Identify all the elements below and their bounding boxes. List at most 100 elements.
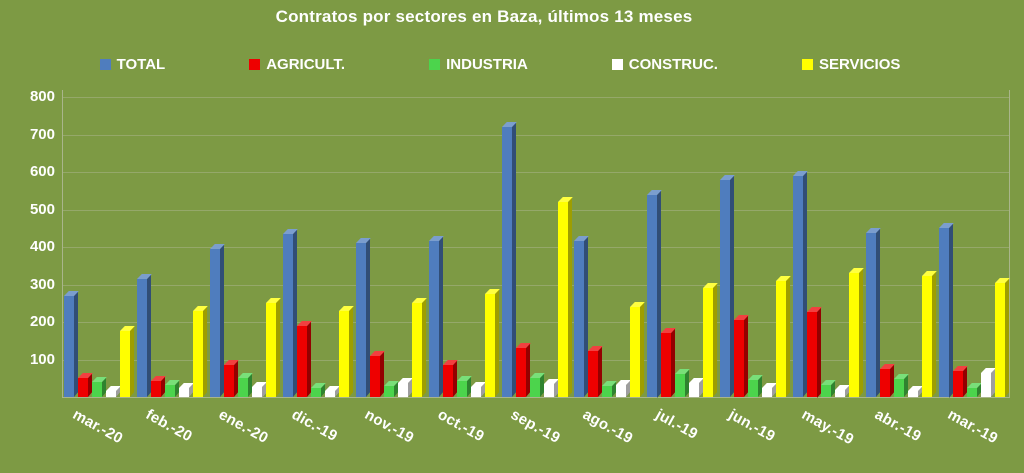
- bar-front-face: [849, 273, 860, 397]
- bar-front-face: [602, 385, 613, 397]
- bar-front-face: [515, 348, 526, 397]
- bar-front-face: [501, 127, 512, 397]
- bar-front-face: [880, 368, 891, 397]
- legend-swatch-icon: [611, 59, 623, 70]
- bar-front-face: [543, 383, 554, 397]
- bar-side-face: [130, 326, 134, 397]
- bar-front-face: [78, 378, 88, 397]
- bar-servicios: [265, 298, 281, 397]
- bar-front-face: [265, 303, 276, 397]
- bar-front-face: [470, 386, 481, 397]
- bar-side-face: [146, 274, 151, 397]
- bar-group-dic-19: [281, 97, 354, 397]
- bar-total: [574, 236, 590, 397]
- gridline: [62, 284, 1010, 286]
- bar-group-ene-20: [208, 97, 281, 397]
- bar-construc: [543, 378, 559, 397]
- bar-group-nov-19: [354, 97, 427, 397]
- bar-total: [720, 175, 736, 397]
- bar-front-face: [557, 202, 568, 397]
- bar-industria: [894, 374, 909, 397]
- bar-construc: [908, 386, 923, 397]
- legend-label: TOTAL: [116, 56, 166, 73]
- bar-front-face: [908, 391, 919, 397]
- bar-industria: [237, 373, 253, 397]
- bar-construc: [106, 386, 121, 397]
- x-tick-label: jun.-19: [726, 406, 779, 446]
- bar-front-face: [821, 384, 832, 397]
- bar-group-oct-19: [427, 97, 500, 397]
- bar-front-face: [192, 310, 203, 397]
- x-axis-line: [62, 397, 1010, 398]
- bar-front-face: [106, 391, 116, 397]
- bar-front-face: [164, 385, 175, 397]
- bar-front-face: [793, 175, 804, 397]
- bar-side-face: [348, 305, 353, 397]
- bar-side-face: [567, 197, 572, 397]
- bar-total: [136, 273, 152, 397]
- bar-total: [428, 236, 444, 397]
- bar-servicios: [120, 326, 135, 397]
- gridline: [62, 172, 1010, 173]
- bar-total: [793, 170, 809, 397]
- bar-front-face: [866, 233, 877, 397]
- gridline: [62, 247, 1010, 248]
- bar-group-mar-20: [62, 97, 135, 397]
- bar-construc: [470, 381, 486, 397]
- bar-side-face: [786, 275, 791, 397]
- x-tick-label: ene.-20: [215, 406, 271, 447]
- bar-front-face: [967, 387, 978, 397]
- bar-servicios: [484, 288, 500, 397]
- bar-front-face: [675, 373, 686, 397]
- legend-item-industria: INDUSTRIA: [429, 56, 528, 73]
- bar-agricult: [78, 373, 93, 397]
- bar-front-face: [776, 280, 787, 397]
- bar-industria: [675, 368, 691, 397]
- x-tick-label: feb.-20: [142, 406, 196, 446]
- bar-servicios: [557, 197, 573, 397]
- bar-front-face: [178, 387, 189, 397]
- legend-item-construc: CONSTRUC.: [611, 56, 718, 73]
- bar-front-face: [324, 391, 335, 397]
- bar-front-face: [894, 379, 905, 397]
- bar-front-face: [209, 248, 220, 397]
- x-tick-label: sep.-19: [507, 406, 563, 447]
- bar-total: [939, 222, 954, 397]
- bar-side-face: [494, 289, 499, 397]
- bar-industria: [967, 382, 982, 397]
- bar-construc: [397, 378, 413, 397]
- bar-agricult: [296, 320, 312, 397]
- bar-front-face: [397, 383, 408, 397]
- bar-side-face: [306, 320, 311, 397]
- bar-industria: [602, 380, 618, 397]
- bar-front-face: [484, 293, 495, 397]
- legend-swatch-icon: [429, 59, 441, 70]
- bar-front-face: [282, 233, 293, 397]
- x-tick-label: ago.-19: [580, 406, 637, 448]
- bar-industria: [748, 375, 764, 397]
- bar-industria: [383, 380, 399, 397]
- bar-agricult: [661, 328, 677, 397]
- gridline: [62, 209, 1010, 211]
- bar-group-may-19: [791, 97, 865, 397]
- bar-servicios: [411, 298, 427, 397]
- y-tick-label: 400: [29, 238, 55, 255]
- bar-agricult: [953, 365, 968, 397]
- legend-label: INDUSTRIA: [446, 56, 528, 73]
- bar-construc: [178, 382, 194, 397]
- bar-servicios: [630, 302, 646, 397]
- bar-construc: [251, 381, 267, 397]
- bar-front-face: [251, 386, 262, 397]
- x-tick-label: nov.-19: [361, 406, 417, 447]
- bar-front-face: [428, 241, 439, 397]
- bar-front-face: [456, 381, 467, 397]
- bar-front-face: [689, 382, 700, 397]
- bar-front-face: [748, 380, 759, 397]
- bar-construc: [616, 380, 632, 397]
- bar-front-face: [120, 331, 130, 397]
- bar-agricult: [734, 315, 750, 397]
- bar-agricult: [150, 376, 166, 397]
- legend-item-agricult: AGRICULT.: [249, 56, 345, 73]
- gridline: [62, 359, 1010, 361]
